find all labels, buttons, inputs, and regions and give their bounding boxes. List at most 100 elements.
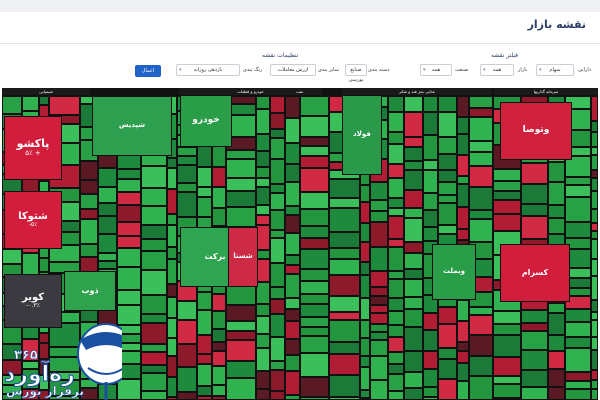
stock-tile[interactable] (212, 366, 226, 385)
stock-tile[interactable]: خودرو (180, 95, 232, 147)
stock-tile[interactable] (565, 372, 591, 381)
stock-tile[interactable]: پاکشو ۵٪ + (4, 116, 62, 180)
stock-tile[interactable] (226, 150, 256, 159)
stock-tile[interactable] (141, 391, 167, 400)
stock-tile[interactable] (565, 156, 591, 177)
stock-tile[interactable] (256, 167, 270, 178)
stock-tile[interactable] (404, 269, 423, 279)
stock-tile[interactable] (226, 378, 256, 400)
stock-tile[interactable] (300, 116, 329, 137)
stock-tile[interactable] (2, 375, 22, 385)
stock-tile[interactable] (167, 356, 177, 377)
color-select[interactable]: ▾ بازدهی روزانه (176, 64, 240, 76)
stock-tile[interactable] (388, 198, 404, 208)
stock-tile[interactable] (270, 184, 285, 193)
stock-tile[interactable] (404, 309, 423, 327)
stock-tile[interactable] (404, 112, 423, 137)
stock-tile[interactable] (565, 381, 591, 389)
stock-tile[interactable] (438, 379, 457, 400)
stock-tile[interactable] (565, 337, 591, 348)
stock-tile[interactable] (404, 218, 423, 242)
stock-tile[interactable] (39, 96, 49, 105)
stock-tile[interactable] (226, 178, 256, 191)
stock-tile[interactable] (270, 370, 285, 391)
stock-tile[interactable] (285, 255, 300, 265)
stock-tile[interactable] (329, 320, 360, 342)
stock-tile[interactable] (270, 210, 285, 230)
stock-tile[interactable] (329, 232, 360, 248)
stock-tile[interactable] (2, 385, 22, 394)
stock-tile[interactable] (493, 335, 521, 357)
stock-tile[interactable] (80, 209, 98, 219)
stock-tile[interactable] (591, 223, 598, 231)
stock-tile[interactable] (438, 112, 457, 137)
stock-tile[interactable] (521, 350, 548, 370)
stock-tile[interactable] (256, 178, 270, 187)
stock-tile[interactable] (329, 179, 360, 198)
stock-tile[interactable] (423, 170, 438, 193)
stock-tile[interactable] (98, 253, 117, 261)
stock-tile[interactable] (521, 204, 548, 216)
stock-tile[interactable] (521, 310, 548, 323)
stock-tile[interactable]: شپدیس (92, 96, 172, 156)
size-select[interactable]: ارزش معاملات (270, 64, 316, 76)
stock-tile[interactable] (521, 370, 548, 387)
stock-tile[interactable] (329, 296, 360, 312)
stock-tile[interactable] (404, 170, 423, 190)
stock-tile[interactable] (388, 112, 404, 132)
stock-tile[interactable] (141, 295, 167, 314)
stock-tile[interactable] (469, 335, 493, 356)
stock-tile[interactable] (256, 316, 270, 334)
stock-tile[interactable] (22, 369, 39, 389)
stock-tile[interactable] (438, 96, 457, 112)
stock-tile[interactable] (167, 158, 177, 168)
stock-tile[interactable] (438, 137, 457, 154)
stock-tile[interactable] (285, 339, 300, 355)
stock-tile[interactable] (591, 147, 598, 155)
stock-tile[interactable] (197, 197, 212, 217)
stock-tile[interactable] (329, 342, 360, 354)
stock-tile[interactable] (493, 324, 521, 335)
stock-tile[interactable] (22, 361, 39, 369)
stock-tile[interactable] (469, 315, 493, 335)
stock-tile[interactable] (300, 304, 329, 317)
stock-tile[interactable] (226, 207, 256, 227)
stock-tile[interactable] (117, 248, 141, 267)
stock-tile[interactable] (370, 211, 388, 222)
stock-tile[interactable] (493, 311, 521, 324)
stock-tile[interactable] (256, 371, 270, 389)
stock-tile[interactable] (300, 327, 329, 336)
stock-tile[interactable] (565, 309, 591, 322)
stock-tile[interactable] (469, 166, 493, 187)
stock-tile[interactable] (548, 303, 565, 313)
stock-tile[interactable] (300, 168, 329, 192)
stock-tile[interactable] (98, 234, 117, 253)
stock-tile[interactable] (49, 372, 80, 380)
stock-tile[interactable] (457, 351, 469, 363)
stock-tile[interactable] (197, 386, 212, 396)
stock-tile[interactable] (493, 200, 521, 214)
stock-tile[interactable] (457, 300, 469, 321)
stock-tile[interactable] (493, 191, 521, 200)
stock-tile[interactable]: فولاد (342, 95, 382, 175)
stock-tile[interactable] (591, 231, 598, 239)
stock-tile[interactable] (285, 274, 300, 298)
stock-tile[interactable] (388, 178, 404, 198)
stock-tile[interactable] (141, 323, 167, 344)
stock-tile[interactable] (167, 318, 177, 338)
stock-tile[interactable] (404, 372, 423, 388)
stock-tile[interactable] (270, 361, 285, 370)
stock-tile[interactable] (300, 238, 329, 249)
stock-tile[interactable] (370, 324, 388, 332)
stock-tile[interactable] (548, 205, 565, 218)
stock-tile[interactable] (423, 193, 438, 210)
stock-tile[interactable] (457, 96, 469, 117)
stock-tile[interactable] (548, 369, 565, 387)
stock-tile[interactable] (404, 279, 423, 297)
stock-tile[interactable] (370, 200, 388, 211)
stock-tile[interactable] (141, 270, 167, 295)
stock-tile[interactable] (256, 187, 270, 205)
stock-tile[interactable] (521, 323, 548, 331)
stock-tile[interactable] (360, 275, 370, 298)
stock-tile[interactable] (49, 380, 80, 396)
